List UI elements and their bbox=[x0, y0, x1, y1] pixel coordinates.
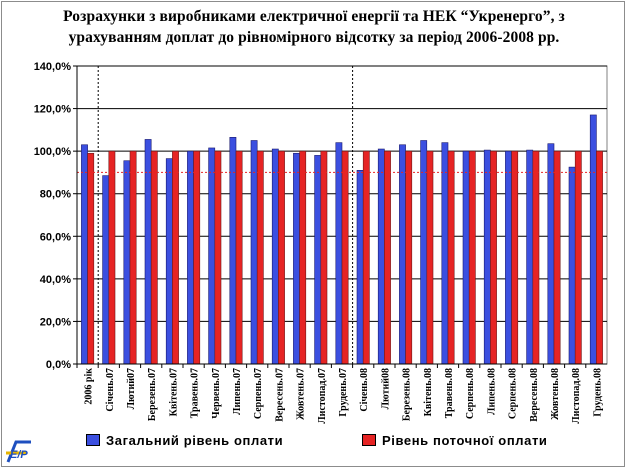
x-tick-label: Березень.07 bbox=[147, 368, 158, 421]
x-tick-label: Грудень.08 bbox=[592, 368, 603, 417]
legend-label-current: Рівень поточної оплати bbox=[382, 432, 548, 448]
chart-title-line2: урахуванням доплат до рівномірного відсо… bbox=[68, 29, 560, 46]
x-tick-label: Грудень.07 bbox=[338, 368, 349, 417]
x-tick-label: Травень.08 bbox=[444, 368, 455, 418]
bar-current bbox=[532, 150, 540, 365]
bar-total bbox=[462, 150, 470, 365]
x-tick-label: Серпень.08 bbox=[465, 368, 476, 419]
bar-total bbox=[483, 149, 491, 365]
bar-current bbox=[490, 150, 497, 365]
bar-total bbox=[441, 142, 449, 365]
bar-total bbox=[547, 143, 555, 365]
y-tick-label: 40,0% bbox=[40, 274, 71, 286]
x-tick-label: Червень.07 bbox=[211, 368, 222, 419]
bar-current bbox=[553, 150, 561, 365]
chart-title-line1: Розрахунки з виробниками електричної ене… bbox=[63, 8, 565, 25]
legend-swatch-current bbox=[362, 434, 376, 446]
bar-current bbox=[426, 150, 434, 365]
bar-total bbox=[165, 158, 173, 365]
x-tick-label: Серпень.08 bbox=[508, 368, 519, 419]
y-tick-label: 60,0% bbox=[40, 231, 71, 243]
x-tick-label: Листопад.08 bbox=[571, 368, 582, 424]
x-tick-label: Вересень.07 bbox=[274, 368, 285, 422]
x-tick-label: Квітень.08 bbox=[423, 368, 434, 416]
bar-total bbox=[123, 160, 131, 365]
legend-item-total: Загальний рівень оплати bbox=[86, 432, 283, 448]
bar-total bbox=[314, 155, 322, 365]
y-tick-label: 0,0% bbox=[46, 359, 71, 371]
bar-current bbox=[193, 150, 201, 365]
x-tick-label: Січень.08 bbox=[359, 368, 370, 412]
legend-swatch-total bbox=[86, 434, 100, 446]
bar-current bbox=[447, 150, 455, 365]
bar-current bbox=[172, 150, 179, 365]
bar-current bbox=[87, 152, 95, 365]
bar-total bbox=[335, 142, 343, 365]
x-tick-label: Вересень.08 bbox=[529, 368, 540, 422]
bar-current bbox=[468, 150, 476, 365]
x-tick-label: Жовтень.08 bbox=[550, 368, 561, 420]
bar-total bbox=[187, 150, 194, 365]
bar-current bbox=[129, 150, 137, 365]
bar-total bbox=[356, 170, 364, 365]
x-tick-label: Липень.08 bbox=[486, 368, 497, 415]
bar-total bbox=[271, 148, 279, 365]
bar-total bbox=[208, 147, 216, 365]
x-tick-label: Травень.07 bbox=[190, 368, 201, 418]
bar-total bbox=[102, 175, 110, 365]
bar-total bbox=[377, 148, 385, 365]
company-logo-text: Е/Р bbox=[10, 449, 28, 461]
x-tick-label: 2006 рік bbox=[84, 368, 95, 405]
bar-total bbox=[250, 140, 258, 365]
x-tick-label: Лютий08 bbox=[380, 368, 391, 409]
bar-total bbox=[505, 150, 512, 365]
bar-total bbox=[293, 152, 300, 365]
bar-total bbox=[229, 137, 237, 365]
x-tick-label: Січень.07 bbox=[105, 368, 116, 412]
bar-total bbox=[420, 140, 428, 365]
bar-total bbox=[526, 149, 534, 365]
chart-title: Розрахунки з виробниками електричної ене… bbox=[0, 6, 628, 48]
x-tick-label: Липень.07 bbox=[232, 368, 243, 415]
x-tick-label: Листопад.07 bbox=[317, 368, 328, 424]
bar-current bbox=[150, 150, 158, 365]
bar-total bbox=[399, 144, 406, 365]
bar-current bbox=[574, 150, 582, 365]
bar-current bbox=[596, 150, 603, 365]
legend-label-total: Загальний рівень оплати bbox=[106, 432, 284, 448]
y-tick-label: 20,0% bbox=[40, 316, 71, 328]
bar-current bbox=[214, 150, 222, 365]
x-tick-label: Серпень.07 bbox=[253, 368, 264, 419]
y-tick-label: 100,0% bbox=[34, 146, 72, 158]
x-tick-label: Жовтень.07 bbox=[296, 368, 307, 420]
y-tick-label: 120,0% bbox=[34, 104, 72, 116]
bar-current bbox=[511, 150, 519, 365]
bar-current bbox=[384, 150, 391, 365]
x-tick-label: Лютий07 bbox=[126, 368, 137, 409]
bar-current bbox=[320, 150, 328, 365]
company-logo: Е/Р bbox=[6, 440, 31, 463]
bar-current bbox=[362, 150, 370, 365]
y-tick-label: 140,0% bbox=[34, 61, 72, 73]
legend-item-current: Рівень поточної оплати bbox=[362, 432, 548, 448]
bar-current bbox=[405, 150, 413, 365]
bar-current bbox=[341, 150, 349, 365]
bar-total bbox=[144, 139, 152, 365]
bar-current bbox=[108, 150, 116, 365]
y-tick-label: 80,0% bbox=[40, 189, 71, 201]
bar-total bbox=[81, 144, 88, 365]
bar-current bbox=[256, 150, 264, 365]
x-tick-label: Квітень.07 bbox=[168, 368, 179, 416]
bar-total bbox=[568, 166, 576, 365]
bar-current bbox=[235, 150, 243, 365]
x-tick-label: Березень.08 bbox=[402, 368, 413, 421]
bar-current bbox=[299, 150, 307, 365]
bar-total bbox=[589, 114, 597, 365]
bar-current bbox=[278, 150, 285, 365]
